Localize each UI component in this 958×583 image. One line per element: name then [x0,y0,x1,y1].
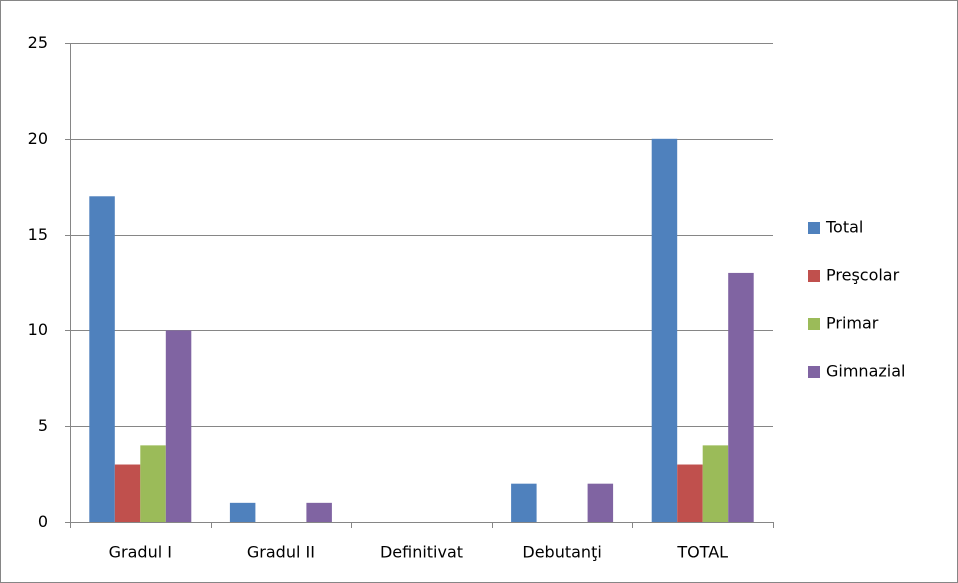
x-tick-label: TOTAL [676,543,728,562]
x-tick-label: Gradul I [109,543,172,562]
bar [89,196,115,522]
bar [165,330,192,522]
bar [114,464,141,522]
legend-swatch [808,270,820,282]
bar [511,483,537,522]
legend-swatch [808,222,820,234]
legend-swatch [808,366,820,378]
y-tick-label: 15 [28,225,48,244]
bar [728,272,754,522]
y-tick-label: 20 [28,129,48,148]
y-tick-label: 10 [28,320,48,339]
bar [587,483,614,522]
x-tick-label: Gradul II [247,543,315,562]
x-tick-label: Definitivat [380,543,463,562]
y-tick-label: 25 [28,33,48,52]
bar [229,502,256,522]
legend-label: Gimnazial [826,362,905,381]
bar [702,445,729,522]
legend-label: Preşcolar [826,266,900,285]
bar [140,445,166,522]
y-tick-label: 5 [38,416,48,435]
legend-label: Primar [826,314,879,333]
bar [677,464,703,522]
y-tick-label: 0 [38,512,48,531]
legend-label: Total [825,218,863,237]
legend-swatch [808,318,820,330]
bar [306,502,332,522]
x-tick-label: Debutanţi [522,543,601,562]
bar [651,138,678,523]
